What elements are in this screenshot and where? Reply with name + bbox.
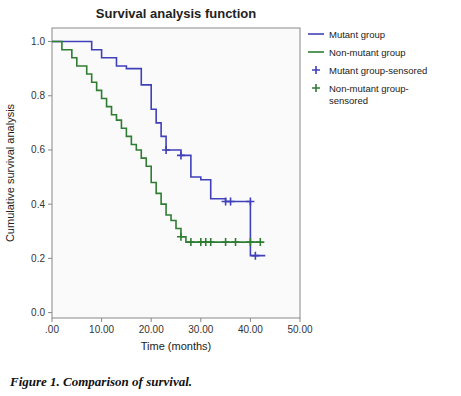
x-tick [151,318,152,322]
x-tick-label: .00 [45,324,59,335]
censored-marker [227,197,235,205]
censored-marker [222,238,230,246]
plot-data [52,42,265,260]
censored-marker [207,238,215,246]
y-tick-label: 0.0 [31,307,45,318]
y-tick [48,204,52,205]
x-tick [101,318,102,322]
legend: Mutant group Non-mutant group Mutant group… [308,29,427,106]
censored-marker [187,238,195,246]
y-tick [48,41,52,42]
censored-marker [251,252,259,260]
censored-marker [246,238,254,246]
x-tick-label: 50.00 [287,324,312,335]
legend-label-line: sensored [329,95,368,106]
censored-marker [162,146,170,154]
y-tick [48,95,52,96]
survival-line [52,42,260,243]
caption: Figure 1. Comparison of survival. [9,374,192,389]
x-axis-label: Time (months) [141,340,212,352]
legend-label: Non-mutant group [329,47,406,58]
x-tick-label: 10.00 [89,324,114,335]
plot-frame [52,28,300,318]
legend-swatch [308,33,324,35]
y-tick [48,312,52,313]
censored-marker [177,233,185,241]
y-tick-label: 0.6 [31,144,45,155]
chart: .00 10.00 20.00 30.00 40.00 50.00 0.0 0.2 0.4 0.6… [0,0,461,396]
y-tick [48,149,52,150]
y-tick [48,258,52,259]
legend-swatch [312,84,320,92]
legend-swatch [308,51,324,53]
censored-marker [256,238,264,246]
survival-line [52,42,265,256]
x-tick [200,318,201,322]
y-tick-label: 1.0 [31,36,45,47]
legend-label-line: Mutant group-sensored [329,65,427,76]
plot-background [52,28,300,318]
y-axis-label: Cumulative survival analysis [4,103,16,242]
x-tick-label: 20.00 [139,324,164,335]
x-tick [250,318,251,322]
x-tick-label: 40.00 [238,324,263,335]
censored-marker [177,151,185,159]
censored-marker [246,197,254,205]
legend-label-line: Non-mutant group [329,47,406,58]
legend-label-line: Non-mutant group- [329,83,409,94]
y-tick-label: 0.2 [31,253,45,264]
title: Survival analysis function [96,6,256,21]
legend-label: Non-mutant group-sensored [329,83,409,106]
x-tick [300,318,301,322]
legend-label: Mutant group-sensored [329,65,427,76]
legend-swatch [312,66,320,74]
x-tick-label: 30.00 [188,324,213,335]
x-tick [52,318,53,322]
y-tick-label: 0.4 [31,199,45,210]
legend-label-line: Mutant group [329,29,385,40]
legend-label: Mutant group [329,29,385,40]
censored-marker [232,238,240,246]
y-tick-label: 0.8 [31,90,45,101]
